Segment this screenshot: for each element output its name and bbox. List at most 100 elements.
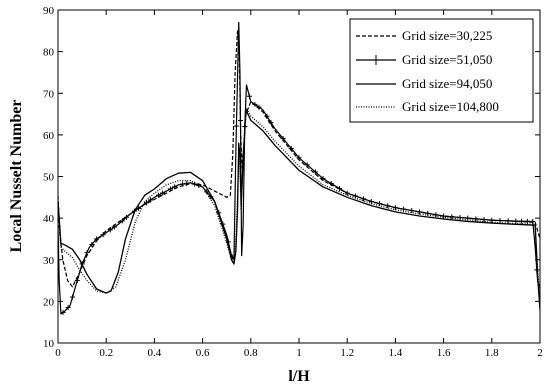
y-tick-label: 40	[43, 213, 55, 225]
plus-marker	[449, 214, 455, 220]
legend-label-grid-30225: Grid size=30,225	[402, 28, 492, 43]
plus-marker	[216, 210, 222, 216]
x-axis-label: l/H	[288, 368, 310, 385]
x-tick-label: 0	[55, 347, 61, 359]
plus-marker	[433, 212, 439, 218]
plus-marker	[425, 210, 431, 216]
plus-marker	[256, 104, 262, 110]
plus-marker	[320, 176, 326, 182]
plus-marker	[465, 215, 471, 221]
plus-marker	[524, 218, 530, 224]
y-tick-label: 90	[43, 5, 55, 17]
plus-marker	[376, 201, 382, 207]
plus-marker	[172, 184, 178, 190]
y-axis-label: Local Nusselt Number	[8, 100, 25, 253]
series-line-1	[58, 21, 540, 315]
plus-marker	[160, 190, 166, 196]
plus-marker	[94, 236, 100, 242]
plus-marker	[392, 205, 398, 211]
plus-marker	[252, 101, 258, 107]
plus-marker	[344, 190, 350, 196]
plus-marker	[204, 189, 210, 195]
plus-marker	[368, 198, 374, 204]
marker-layer	[58, 93, 540, 315]
plus-marker	[143, 200, 149, 206]
series-line-3	[58, 107, 540, 302]
plus-marker	[534, 267, 540, 273]
plus-marker	[336, 185, 342, 191]
x-tick-label: 0.4	[148, 347, 162, 359]
plus-marker	[519, 218, 525, 224]
plus-marker	[111, 224, 117, 230]
legend-label-grid-104800: Grid size=104,800	[402, 99, 499, 114]
plus-marker	[441, 213, 447, 219]
legend-marker-grid-51050	[371, 55, 381, 65]
plus-marker	[119, 218, 125, 224]
plus-marker	[70, 294, 76, 300]
legend: Grid size=30,225 Grid size=51,050 Grid s…	[349, 18, 534, 123]
plus-marker	[264, 113, 270, 119]
x-tick-label: 0.6	[196, 347, 210, 359]
plus-marker	[385, 203, 391, 209]
plus-marker	[312, 169, 318, 175]
plus-marker	[296, 155, 302, 161]
plus-marker	[89, 241, 95, 247]
plus-marker	[131, 208, 137, 214]
plus-marker	[530, 218, 536, 224]
plus-marker	[242, 124, 248, 130]
plus-marker	[457, 214, 463, 220]
plus-marker	[268, 120, 274, 126]
plus-marker	[184, 180, 190, 186]
plus-marker	[135, 205, 141, 211]
plus-marker	[233, 123, 239, 129]
plus-marker	[180, 181, 186, 187]
plus-marker	[192, 181, 198, 187]
y-tick-label: 50	[43, 172, 55, 184]
plus-marker	[513, 218, 519, 224]
y-tick-label: 10	[43, 338, 55, 350]
plus-marker	[489, 217, 495, 223]
plus-marker	[60, 309, 66, 315]
plus-marker	[505, 218, 511, 224]
x-tick-label: 1	[296, 347, 302, 359]
plus-marker	[473, 216, 479, 222]
plus-marker	[58, 223, 61, 229]
y-tick-label: 30	[43, 255, 55, 267]
plus-marker	[148, 197, 154, 203]
plus-marker	[352, 193, 358, 199]
x-tick-label: 1.8	[485, 347, 499, 359]
plus-marker	[304, 162, 310, 168]
plus-marker	[123, 214, 129, 220]
plus-marker	[155, 192, 161, 198]
x-tick-label: 0.2	[99, 347, 113, 359]
plus-marker	[481, 217, 487, 223]
plus-marker	[497, 217, 503, 223]
x-tick-label: 1.2	[340, 347, 354, 359]
plus-marker	[361, 196, 367, 202]
plus-marker	[225, 239, 231, 245]
plus-marker	[100, 232, 106, 238]
plus-marker	[79, 261, 85, 267]
plus-marker	[220, 221, 226, 227]
plus-marker	[107, 227, 113, 233]
plus-marker	[196, 183, 202, 189]
plus-marker	[208, 194, 214, 200]
x-tick-label: 1.4	[389, 347, 403, 359]
plus-marker	[168, 186, 174, 192]
legend-label-grid-51050: Grid size=51,050	[402, 52, 492, 67]
y-tick-label: 60	[43, 130, 55, 142]
plus-marker	[409, 208, 415, 214]
x-tick-label: 1.6	[437, 347, 451, 359]
plus-marker	[74, 278, 80, 284]
plus-marker	[237, 118, 243, 124]
y-tick-label: 80	[43, 47, 55, 59]
x-tick-label: 2	[537, 347, 543, 359]
plus-marker	[65, 305, 71, 311]
plus-marker	[246, 93, 252, 99]
plus-marker	[288, 145, 294, 151]
plus-marker	[401, 206, 407, 212]
y-tick-label: 20	[43, 296, 55, 308]
legend-label-grid-94050: Grid size=94,050	[402, 76, 492, 91]
plus-marker	[417, 209, 422, 215]
